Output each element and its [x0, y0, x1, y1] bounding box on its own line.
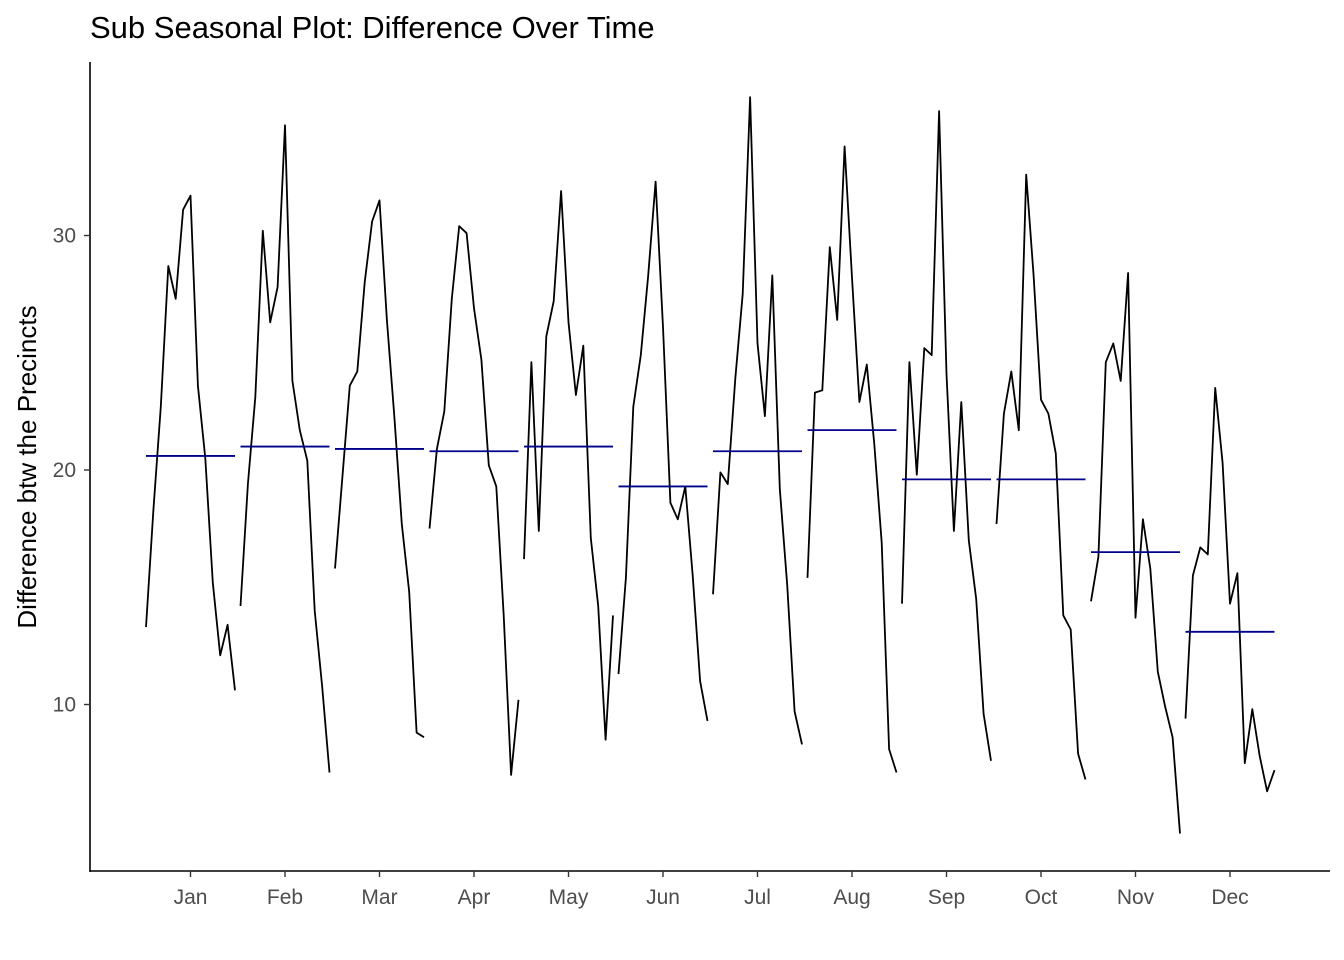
series-line-jan	[145, 194, 236, 691]
y-tick-label: 30	[53, 225, 76, 248]
x-tick-label: Apr	[458, 886, 491, 909]
series-line-aug	[806, 145, 898, 773]
series-line-sep	[901, 110, 992, 761]
chart-marks: 10 20 30 Jan Feb Mar Apr May Jun Jul Aug Sep Oct Nov D…	[53, 96, 1276, 909]
series-line-may	[523, 190, 614, 741]
x-tick-label: Mar	[361, 886, 397, 909]
series-line-jun	[617, 180, 709, 722]
series-line-mar	[334, 199, 425, 739]
x-tick-label: Dec	[1211, 886, 1248, 909]
series-line-jul	[712, 96, 803, 745]
x-tick-label: Jan	[174, 886, 208, 909]
chart-title: Sub Seasonal Plot: Difference Over Time	[90, 10, 655, 45]
series-line-feb	[239, 124, 331, 773]
series-line-apr	[428, 225, 520, 776]
series-line-oct	[995, 173, 1087, 780]
x-tick-label: Sep	[928, 886, 965, 909]
y-axis-title: Difference btw the Precincts	[12, 305, 42, 628]
series-line-dec	[1184, 386, 1276, 793]
series-line-nov	[1090, 272, 1181, 834]
x-tick-label: May	[549, 886, 589, 909]
x-tick-label: Aug	[833, 886, 870, 909]
x-tick-label: Nov	[1117, 886, 1155, 909]
x-tick-label: Jul	[744, 886, 771, 909]
x-tick-label: Feb	[267, 886, 303, 909]
y-tick-label: 20	[53, 459, 76, 482]
x-tick-label: Oct	[1025, 886, 1058, 909]
y-tick-label: 10	[53, 694, 76, 717]
x-tick-label: Jun	[646, 886, 680, 909]
